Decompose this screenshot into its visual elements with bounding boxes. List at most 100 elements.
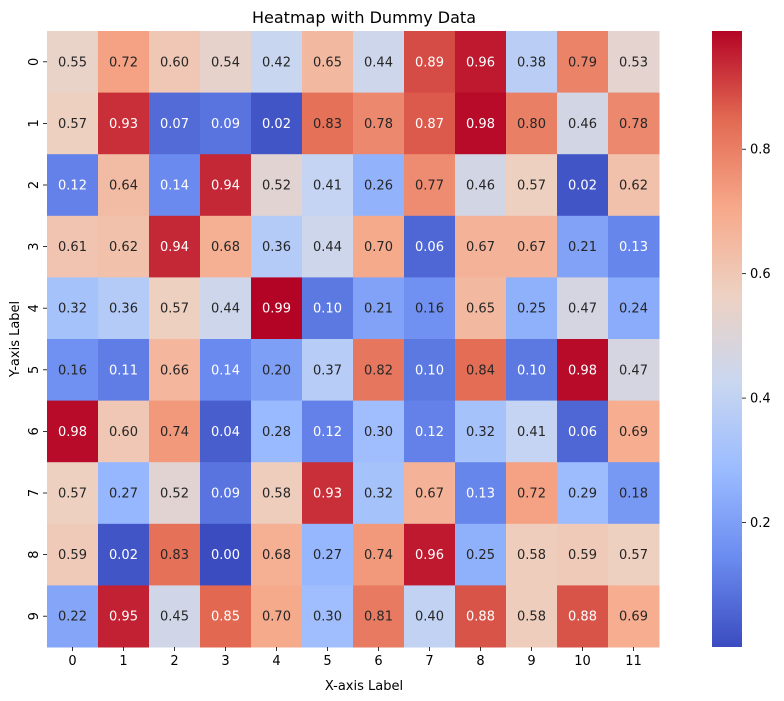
cell-value-label: 0.89 bbox=[415, 55, 444, 70]
cell-value-label: 0.37 bbox=[313, 363, 342, 378]
y-axis-ticks: 0 1 2 3 4 5 6 7 8 9 bbox=[27, 58, 47, 620]
cell-value-label: 0.02 bbox=[568, 179, 597, 194]
y-tick-label: 1 bbox=[27, 119, 42, 127]
y-tick-label: 9 bbox=[27, 612, 42, 620]
cell-value-label: 0.04 bbox=[211, 425, 240, 440]
cell-value-label: 0.57 bbox=[517, 179, 546, 194]
cell-value-label: 0.27 bbox=[109, 487, 138, 502]
cell-value-label: 0.41 bbox=[517, 425, 546, 440]
cell-value-label: 0.14 bbox=[160, 179, 189, 194]
cell-value-label: 0.26 bbox=[364, 179, 393, 194]
heatmap-cell bbox=[404, 215, 456, 278]
cell-value-label: 0.83 bbox=[160, 548, 189, 563]
cell-value-label: 0.27 bbox=[313, 548, 342, 563]
heatmap-cell bbox=[506, 277, 558, 340]
heatmap-cell bbox=[251, 523, 303, 586]
heatmap-cell bbox=[149, 585, 201, 648]
cell-value-label: 0.14 bbox=[211, 363, 240, 378]
heatmap-cell bbox=[251, 585, 303, 648]
heatmap-cell bbox=[200, 523, 252, 586]
heatmap-cell bbox=[506, 31, 558, 94]
heatmap-cell bbox=[200, 277, 252, 340]
cell-value-label: 0.96 bbox=[466, 55, 495, 70]
cell-value-label: 0.52 bbox=[160, 487, 189, 502]
heatmap-cell bbox=[47, 92, 99, 155]
cell-value-label: 0.24 bbox=[619, 302, 648, 317]
heatmap-cell bbox=[608, 462, 660, 525]
colorbar-ticks: 0.2 0.4 0.6 0.8 bbox=[742, 143, 771, 531]
heatmap-cell bbox=[98, 215, 150, 278]
heatmap-cell bbox=[455, 400, 507, 463]
heatmap-cell bbox=[47, 154, 99, 217]
cell-value-label: 0.10 bbox=[313, 302, 342, 317]
cell-value-label: 0.81 bbox=[364, 610, 393, 625]
heatmap-cell bbox=[251, 92, 303, 155]
cell-value-label: 0.65 bbox=[466, 302, 495, 317]
x-axis-ticks: 0 1 2 3 4 5 6 7 8 9 10 11 bbox=[68, 647, 642, 669]
cell-value-label: 0.54 bbox=[211, 55, 240, 70]
cell-value-label: 0.42 bbox=[262, 55, 291, 70]
cell-value-label: 0.98 bbox=[58, 425, 87, 440]
y-tick-label: 4 bbox=[27, 304, 42, 312]
heatmap-cell bbox=[608, 277, 660, 340]
heatmap-cell bbox=[98, 400, 150, 463]
cell-value-label: 0.74 bbox=[160, 425, 189, 440]
heatmap-cell bbox=[302, 92, 354, 155]
cell-value-label: 0.78 bbox=[619, 117, 648, 132]
cell-value-label: 0.59 bbox=[568, 548, 597, 563]
cell-value-label: 0.64 bbox=[109, 179, 138, 194]
heatmap-cell bbox=[608, 31, 660, 94]
heatmap-cell bbox=[557, 339, 609, 402]
heatmap-cell bbox=[200, 400, 252, 463]
cell-value-label: 0.18 bbox=[619, 487, 648, 502]
cell-value-label: 0.25 bbox=[517, 302, 546, 317]
cell-value-label: 0.94 bbox=[160, 240, 189, 255]
cell-value-label: 0.60 bbox=[160, 55, 189, 70]
cell-value-label: 0.68 bbox=[262, 548, 291, 563]
heatmap-cell bbox=[608, 92, 660, 155]
heatmap-cell bbox=[506, 339, 558, 402]
heatmap-cell bbox=[47, 215, 99, 278]
heatmap-cell bbox=[149, 215, 201, 278]
heatmap-cell bbox=[455, 523, 507, 586]
cell-value-label: 0.45 bbox=[160, 610, 189, 625]
cell-value-label: 0.47 bbox=[619, 363, 648, 378]
cell-value-label: 0.74 bbox=[364, 548, 393, 563]
heatmap-cell bbox=[98, 462, 150, 525]
y-tick-label: 0 bbox=[27, 58, 42, 66]
heatmap-cell bbox=[98, 339, 150, 402]
x-tick-label: 9 bbox=[527, 654, 535, 669]
cell-value-label: 0.38 bbox=[517, 55, 546, 70]
heatmap-cell bbox=[47, 462, 99, 525]
heatmap-cell bbox=[251, 154, 303, 217]
heatmap-cell bbox=[506, 400, 558, 463]
cell-value-label: 0.94 bbox=[211, 179, 240, 194]
cell-value-label: 0.72 bbox=[109, 55, 138, 70]
y-tick-label: 3 bbox=[27, 242, 42, 250]
heatmap-cell bbox=[557, 462, 609, 525]
cell-value-label: 0.57 bbox=[160, 302, 189, 317]
y-tick-label: 6 bbox=[27, 427, 42, 435]
heatmap-cell bbox=[404, 92, 456, 155]
heatmap-cell bbox=[404, 339, 456, 402]
heatmap-cell bbox=[302, 215, 354, 278]
colorbar-tick-label: 0.2 bbox=[750, 516, 771, 531]
cell-value-label: 0.58 bbox=[262, 487, 291, 502]
cell-value-label: 0.99 bbox=[262, 302, 291, 317]
cell-value-label: 0.12 bbox=[313, 425, 342, 440]
heatmap-cell bbox=[98, 92, 150, 155]
cell-value-label: 0.58 bbox=[517, 610, 546, 625]
x-tick-label: 0 bbox=[68, 654, 76, 669]
cell-value-label: 0.06 bbox=[568, 425, 597, 440]
cell-value-label: 0.30 bbox=[364, 425, 393, 440]
heatmap-cell bbox=[557, 92, 609, 155]
cell-value-label: 0.06 bbox=[415, 240, 444, 255]
heatmap-cell bbox=[149, 31, 201, 94]
heatmap-cell bbox=[302, 339, 354, 402]
cell-value-label: 0.13 bbox=[466, 487, 495, 502]
heatmap-cell bbox=[149, 92, 201, 155]
cell-value-label: 0.30 bbox=[313, 610, 342, 625]
heatmap-cell bbox=[506, 585, 558, 648]
cell-value-label: 0.12 bbox=[58, 179, 87, 194]
